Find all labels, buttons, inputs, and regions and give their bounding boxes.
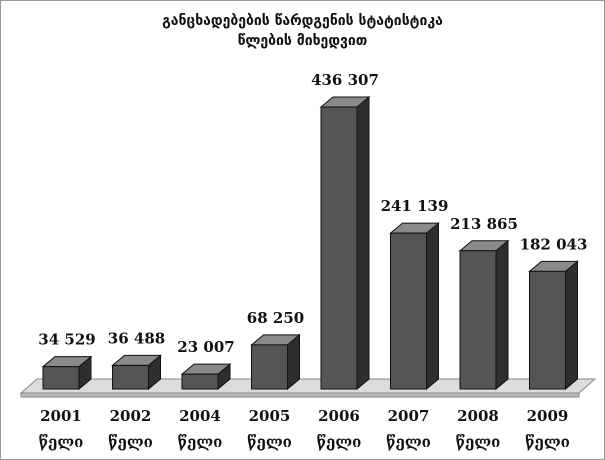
value-label: 213 865 xyxy=(450,215,518,233)
value-label: 68 250 xyxy=(247,309,304,327)
bar xyxy=(459,250,497,390)
value-label: 241 139 xyxy=(381,197,449,215)
bar-side xyxy=(426,222,439,391)
bar xyxy=(390,232,427,390)
chart-title: განცხადებების წარდგენის სტატისტიკა წლები… xyxy=(162,13,443,49)
bar xyxy=(251,344,288,390)
bar-side xyxy=(495,239,509,391)
value-label: 34 529 xyxy=(38,331,95,349)
floor xyxy=(19,378,597,394)
x-tick-label: 2006 წელი xyxy=(316,407,362,451)
x-tick-label: 2002 წელი xyxy=(108,407,153,451)
x-tick-label: 2005 წელი xyxy=(247,407,292,451)
x-tick-label: 2009 წელი xyxy=(525,407,570,451)
bar-side xyxy=(356,95,370,391)
value-label: 36 488 xyxy=(108,329,165,347)
x-tick-label: 2001 წელი xyxy=(38,407,84,451)
bar xyxy=(181,373,219,390)
bar xyxy=(112,364,149,390)
bar xyxy=(529,270,566,390)
value-label: 23 007 xyxy=(177,338,234,356)
value-label: 436 307 xyxy=(311,71,379,89)
floor-edge xyxy=(20,392,580,398)
bar xyxy=(42,366,80,390)
bar xyxy=(320,106,358,390)
x-tick-label: 2007 წელი xyxy=(386,407,431,451)
bar-side xyxy=(565,260,578,391)
x-tick-label: 2004 წელი xyxy=(177,407,223,451)
x-tick-label: 2008 წელი xyxy=(455,407,501,451)
value-label: 182 043 xyxy=(520,235,588,253)
